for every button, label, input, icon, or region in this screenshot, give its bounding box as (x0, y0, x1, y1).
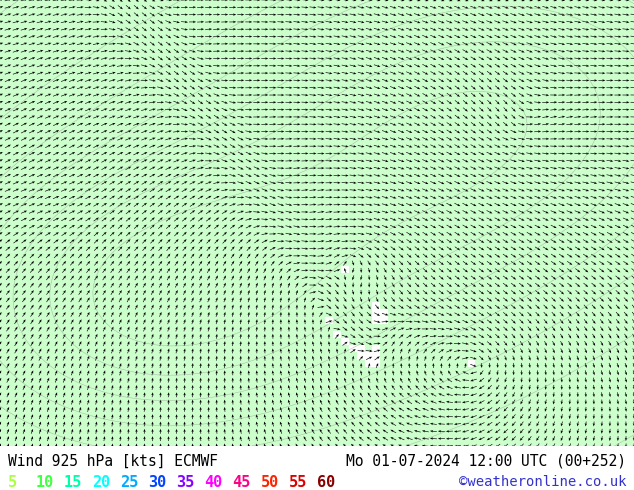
Text: ©weatheronline.co.uk: ©weatheronline.co.uk (459, 475, 626, 489)
Text: 20: 20 (92, 474, 110, 490)
Text: 25: 25 (120, 474, 138, 490)
Text: 10: 10 (36, 474, 54, 490)
Text: 45: 45 (233, 474, 251, 490)
Text: 50: 50 (261, 474, 279, 490)
Text: 15: 15 (64, 474, 82, 490)
Text: 5: 5 (8, 474, 16, 490)
Text: 35: 35 (176, 474, 195, 490)
Text: 60: 60 (317, 474, 335, 490)
Text: Mo 01-07-2024 12:00 UTC (00+252): Mo 01-07-2024 12:00 UTC (00+252) (346, 454, 626, 469)
Text: Wind 925 hPa [kts] ECMWF: Wind 925 hPa [kts] ECMWF (8, 454, 217, 469)
Text: 40: 40 (205, 474, 223, 490)
Text: 30: 30 (148, 474, 167, 490)
Text: 55: 55 (289, 474, 307, 490)
